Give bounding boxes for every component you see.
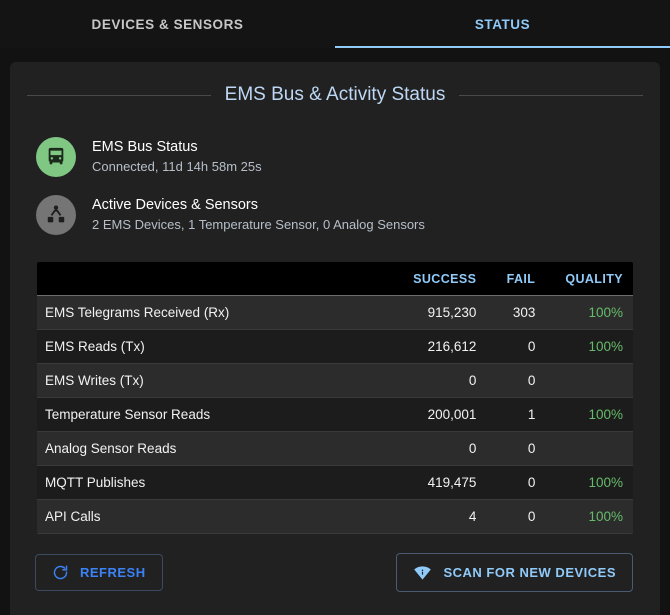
- card-footer: REFRESH SCAN FOR NEW DEVICES: [10, 534, 660, 592]
- refresh-icon: [52, 564, 69, 581]
- cell-fail: 0: [527, 475, 536, 490]
- bus-icon: [36, 137, 76, 177]
- scan-button-label: SCAN FOR NEW DEVICES: [443, 565, 616, 580]
- status-row-active-devices: Active Devices & Sensors 2 EMS Devices, …: [10, 186, 660, 244]
- title-rule-right: [459, 94, 644, 96]
- cell-fail: 0: [527, 373, 536, 388]
- cell-quality: 100%: [588, 475, 623, 490]
- status-row-ems-bus: EMS Bus Status Connected, 11d 14h 58m 25…: [10, 128, 660, 186]
- column-header-name: [37, 262, 366, 296]
- status-text-active-devices: Active Devices & Sensors 2 EMS Devices, …: [92, 197, 425, 233]
- column-header-fail: FAIL: [488, 262, 546, 296]
- status-secondary-label: 2 EMS Devices, 1 Temperature Sensor, 0 A…: [92, 217, 425, 233]
- status-list: EMS Bus Status Connected, 11d 14h 58m 25…: [10, 106, 660, 244]
- table-row: Analog Sensor Reads 0 0: [37, 431, 633, 466]
- table-row: EMS Reads (Tx) 216,612 0 100%: [37, 329, 633, 364]
- cell-success: 915,230: [427, 305, 477, 320]
- page-title: EMS Bus & Activity Status: [224, 84, 446, 105]
- status-primary-label: EMS Bus Status: [92, 139, 198, 155]
- tab-status-label: STATUS: [474, 16, 531, 32]
- cell-quality: [545, 364, 633, 398]
- device-hub-icon: [36, 195, 76, 235]
- table-header-row: SUCCESS FAIL QUALITY: [37, 262, 633, 296]
- cell-success: 200,001: [427, 407, 477, 422]
- cell-fail: 0: [527, 509, 536, 524]
- cell-quality: [545, 432, 633, 466]
- column-header-quality: QUALITY: [545, 262, 633, 296]
- cell-fail: 1: [527, 407, 536, 422]
- cell-success: 419,475: [427, 475, 477, 490]
- tab-status[interactable]: STATUS: [335, 0, 670, 48]
- cell-fail: 0: [527, 441, 536, 456]
- cell-metric-name: EMS Writes (Tx): [45, 373, 144, 388]
- cell-fail: 303: [512, 305, 536, 320]
- cell-success: 216,612: [427, 339, 477, 354]
- table-row: MQTT Publishes 419,475 0 100%: [37, 465, 633, 500]
- cell-metric-name: EMS Telegrams Received (Rx): [45, 305, 230, 320]
- tab-bar: DEVICES & SENSORS STATUS: [0, 0, 670, 48]
- cell-success: 0: [468, 441, 477, 456]
- wifi-scan-icon: [413, 563, 432, 582]
- status-secondary-label: Connected, 11d 14h 58m 25s: [92, 159, 262, 175]
- title-rule-left: [27, 94, 211, 96]
- cell-quality: 100%: [588, 305, 623, 320]
- refresh-button[interactable]: REFRESH: [35, 554, 163, 591]
- cell-success: 0: [468, 373, 477, 388]
- scan-for-new-devices-button[interactable]: SCAN FOR NEW DEVICES: [396, 553, 633, 592]
- status-primary-label: Active Devices & Sensors: [92, 197, 259, 213]
- column-header-success: SUCCESS: [365, 262, 489, 296]
- cell-metric-name: API Calls: [45, 509, 101, 524]
- tab-status-active-underline: [335, 46, 670, 48]
- tab-devices-and-sensors[interactable]: DEVICES & SENSORS: [0, 0, 335, 48]
- table-row: EMS Telegrams Received (Rx) 915,230 303 …: [37, 295, 633, 330]
- cell-metric-name: Temperature Sensor Reads: [45, 407, 211, 422]
- cell-quality: 100%: [588, 407, 623, 422]
- table-row: EMS Writes (Tx) 0 0: [37, 363, 633, 398]
- table-row: API Calls 4 0 100%: [37, 499, 633, 534]
- cell-success: 4: [468, 509, 477, 524]
- cell-quality: 100%: [588, 509, 623, 524]
- status-text-ems-bus: EMS Bus Status Connected, 11d 14h 58m 25…: [92, 139, 262, 175]
- refresh-button-label: REFRESH: [80, 565, 146, 580]
- tab-devices-and-sensors-label: DEVICES & SENSORS: [91, 16, 244, 32]
- cell-quality: 100%: [588, 339, 623, 354]
- status-card: EMS Bus & Activity Status EMS Bus Status…: [10, 62, 660, 615]
- activity-stats-table: SUCCESS FAIL QUALITY EMS Telegrams Recei…: [37, 262, 633, 534]
- card-title-row: EMS Bus & Activity Status: [10, 62, 660, 106]
- cell-metric-name: MQTT Publishes: [45, 475, 146, 490]
- cell-fail: 0: [527, 339, 536, 354]
- cell-metric-name: EMS Reads (Tx): [45, 339, 145, 354]
- table-row: Temperature Sensor Reads 200,001 1 100%: [37, 397, 633, 432]
- cell-metric-name: Analog Sensor Reads: [45, 441, 177, 456]
